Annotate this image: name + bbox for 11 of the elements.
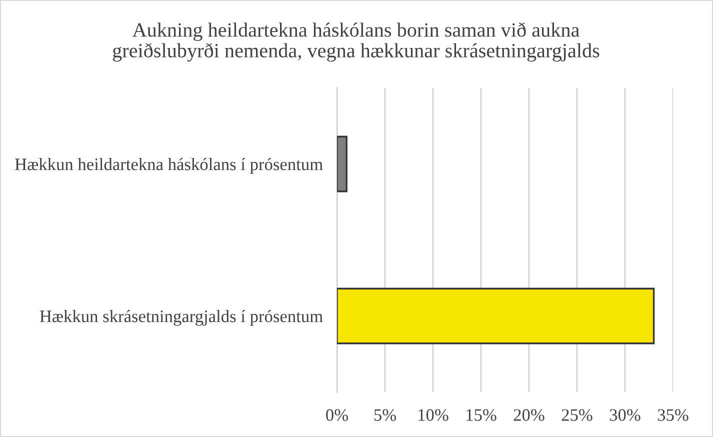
x-tick-label: 10% [418,409,448,421]
x-tick-label: 25% [562,409,592,421]
x-tick-label: 15% [466,409,496,421]
y-tick-label: Hækkun skrásetningargjalds í prósentum [40,310,323,326]
x-tick-label: 35% [658,409,688,421]
y-tick-label: Hækkun heildartekna háskólans í prósentum [15,158,323,174]
x-tick-label: 30% [610,409,640,421]
x-tick-label: 20% [514,409,544,421]
chart-title: Aukning heildartekna háskólans borin saman við aukna greiðslubyrði nemenda, vegna hækkunar skrásetningargjalds [112,22,600,62]
x-tick-label: 0% [326,409,348,421]
x-tick-label: 5% [374,409,396,421]
